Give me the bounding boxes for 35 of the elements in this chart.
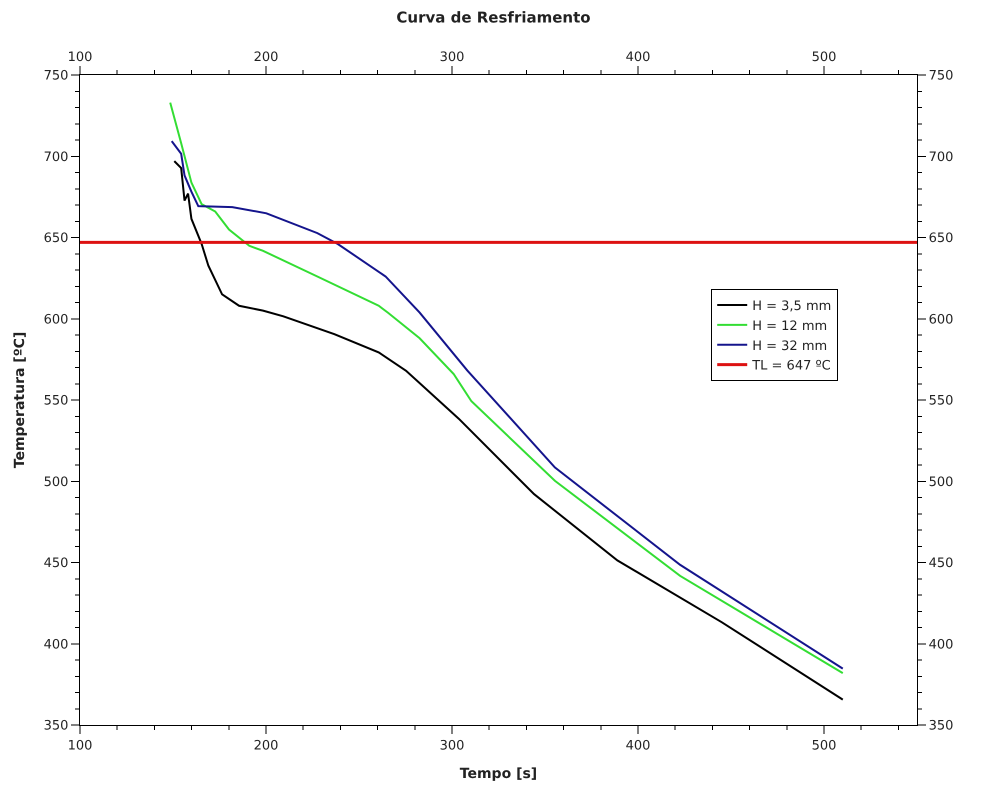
y2-tick-label: 750 (928, 68, 954, 84)
x-tick-label: 100 (68, 50, 92, 65)
y-tick-label: 550 (44, 394, 68, 409)
legend-label: H = 32 mm (752, 338, 828, 354)
legend-label: TL = 647 ºC (751, 358, 831, 374)
y2-tick-label: 700 (928, 150, 954, 165)
y2-tick-label: 400 (928, 637, 954, 652)
y-axis-title: Temperatura [ºC] (12, 332, 28, 468)
x2-tick-label: 200 (254, 738, 278, 754)
y2-tick-label: 650 (928, 231, 954, 246)
legend-label: H = 3,5 mm (752, 299, 832, 314)
y-tick-label: 600 (44, 312, 68, 328)
y2-tick-label: 550 (928, 394, 954, 409)
x-tick-label: 300 (440, 50, 464, 65)
legend-label: H = 12 mm (752, 318, 828, 334)
y-tick-label: 400 (44, 637, 68, 652)
x2-tick-label: 500 (812, 738, 836, 754)
y-tick-label: 750 (44, 68, 68, 84)
y-tick-label: 450 (44, 556, 68, 572)
y-tick-label: 350 (44, 718, 68, 734)
x2-tick-label: 100 (68, 738, 92, 754)
y-tick-label: 650 (44, 231, 68, 246)
x-tick-label: 500 (812, 50, 836, 65)
y2-tick-label: 500 (928, 474, 954, 490)
y-tick-label: 500 (44, 474, 68, 490)
x-axis-title: Tempo [s] (460, 766, 538, 782)
x2-tick-label: 300 (440, 738, 464, 754)
x2-tick-label: 400 (626, 738, 650, 754)
y-tick-label: 700 (44, 150, 68, 165)
y2-tick-label: 600 (928, 312, 954, 328)
chart-title: Curva de Resfriamento (396, 8, 591, 26)
x-tick-label: 200 (254, 50, 278, 65)
y2-tick-label: 350 (928, 718, 954, 734)
x-tick-label: 400 (626, 50, 650, 65)
y2-tick-label: 450 (928, 556, 954, 572)
